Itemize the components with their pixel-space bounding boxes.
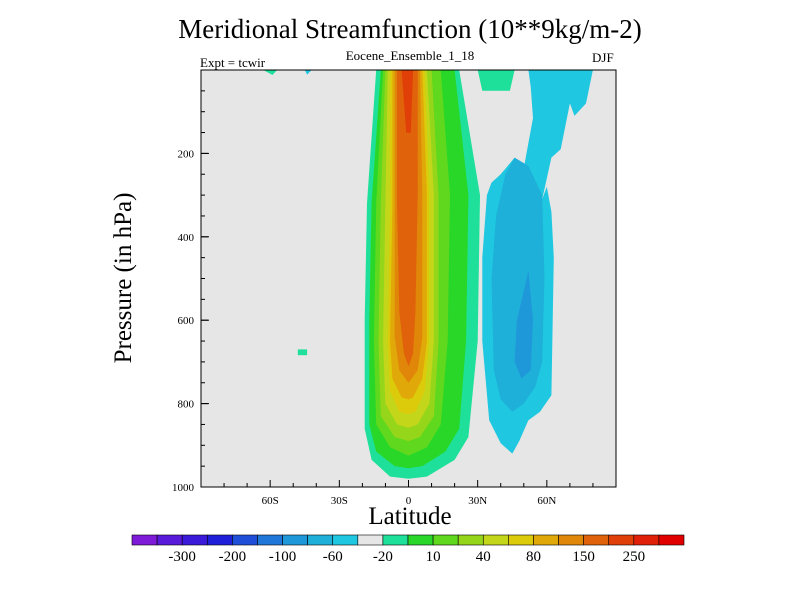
x-axis-ticks: 60S 30S 0 30N 60N: [223, 480, 594, 507]
contour-fills: [263, 70, 593, 479]
colorbar-swatch: [633, 534, 660, 546]
colorbar-swatch: [382, 534, 409, 546]
colorbar-swatch: [282, 534, 308, 546]
colorbar: -300 -200 -100 -60 -20 10 40 80 150 250: [131, 534, 685, 565]
colorbar-label: -100: [269, 549, 297, 565]
contour-region-11: [397, 70, 418, 367]
y-tick-label: 800: [178, 399, 195, 411]
colorbar-swatch: [482, 534, 509, 546]
colorbar-swatch: [457, 534, 484, 546]
colorbar-swatch: [533, 534, 559, 546]
x-tick-label: 30S: [331, 495, 348, 507]
colorbar-label: 150: [572, 549, 595, 565]
colorbar-label: -300: [168, 549, 196, 565]
colorbar-label: 250: [623, 549, 646, 565]
colorbar-swatch: [156, 534, 183, 546]
colorbar-swatch: [407, 534, 434, 546]
colorbar-swatch: [332, 534, 359, 546]
experiment-label: Expt = tcwir: [200, 55, 266, 70]
x-axis-label: Latitude: [368, 503, 452, 530]
colorbar-swatch: [357, 534, 384, 546]
colorbar-swatch: [257, 534, 283, 546]
x-tick-label: 30N: [468, 495, 487, 507]
colorbar-swatch: [206, 534, 233, 546]
colorbar-swatch: [232, 534, 258, 546]
colorbar-label: -200: [219, 549, 247, 565]
y-tick-label: 200: [178, 148, 195, 160]
colorbar-swatch: [508, 534, 534, 546]
colorbar-swatch: [307, 534, 334, 546]
contour-region-16: [514, 270, 533, 379]
y-axis-ticks: 200 400 600 800 1000: [172, 90, 209, 494]
colorbar-swatch: [608, 534, 635, 546]
contour-region-13: [477, 70, 515, 91]
colorbar-swatch: [658, 534, 685, 546]
colorbar-label: 10: [426, 549, 441, 565]
colorbar-swatch: [181, 534, 208, 546]
x-tick-label: 60N: [537, 495, 556, 507]
colorbar-swatch: [558, 534, 584, 546]
colorbar-label: 40: [476, 549, 491, 565]
contour-region-0: [263, 70, 278, 75]
chart-title: Meridional Streamfunction (10**9kg/m-2): [178, 14, 642, 44]
x-tick-label: 60S: [262, 495, 279, 507]
colorbar-label: 80: [526, 549, 541, 565]
x-tick-label: 0: [406, 495, 412, 507]
colorbar-label: -60: [323, 549, 343, 565]
colorbar-swatch: [131, 534, 158, 546]
chart-subtitle: Eocene_Ensemble_1_18: [345, 48, 475, 63]
colorbar-swatch: [432, 534, 459, 546]
contour-region-2: [297, 349, 308, 356]
colorbar-swatch: [583, 534, 610, 546]
season-label: DJF: [592, 50, 614, 65]
colorbar-label: -20: [373, 549, 393, 565]
y-tick-label: 600: [178, 315, 195, 327]
contour-region-1: [304, 70, 312, 75]
y-tick-label: 1000: [172, 482, 195, 494]
contour-region-12: [401, 70, 414, 133]
y-tick-label: 400: [178, 232, 195, 244]
